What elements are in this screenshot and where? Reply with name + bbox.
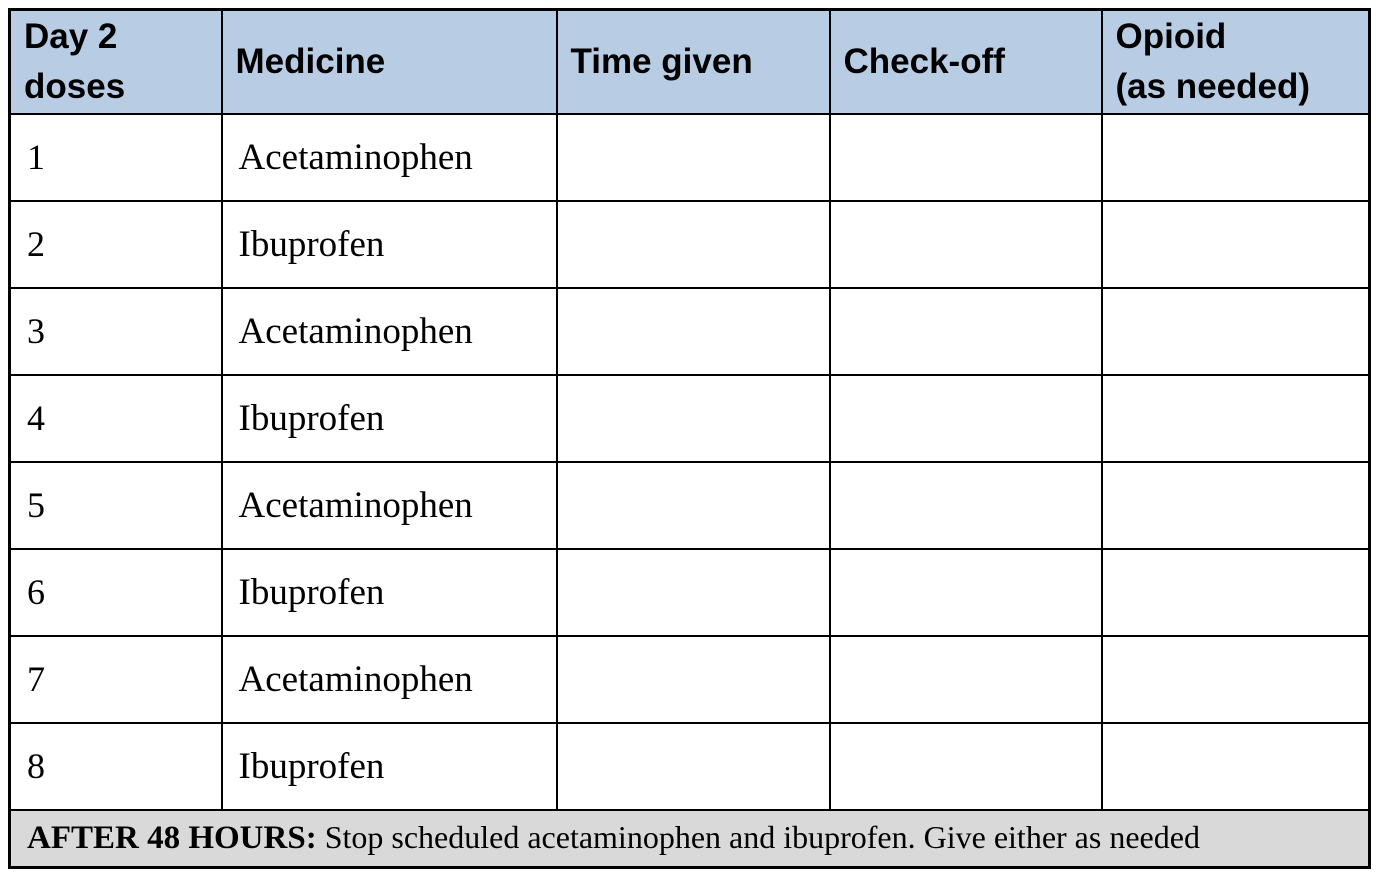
opioid-cell [1100,721,1371,811]
header-medicine: Medicine [220,8,558,115]
medicine-cell: Acetaminophen [220,460,558,550]
dose-number-cell: 2 [8,199,223,289]
check-off-cell [828,199,1103,289]
time-given-cell [555,286,831,376]
check-off-cell [828,547,1103,637]
dose-row: 5 Acetaminophen [8,460,1371,550]
footer-note: AFTER 48 HOURS: Stop scheduled acetamino… [8,808,1371,869]
header-time-given: Time given [555,8,831,115]
header-opioid-as-needed: Opioid (as needed) [1100,8,1371,115]
dose-row: 4 Ibuprofen [8,373,1371,463]
table-body: 1 Acetaminophen 2 Ibuprofen 3 Acetaminop… [8,112,1371,811]
footer-row: AFTER 48 HOURS: Stop scheduled acetamino… [8,808,1371,869]
dose-number-cell: 7 [8,634,223,724]
dose-row: 7 Acetaminophen [8,634,1371,724]
time-given-cell [555,547,831,637]
header-day2-doses: Day 2 doses [8,8,223,115]
opioid-cell [1100,547,1371,637]
dose-number-cell: 3 [8,286,223,376]
check-off-cell [828,634,1103,724]
medicine-cell: Ibuprofen [220,547,558,637]
footer-text: Stop scheduled acetaminophen and ibuprof… [324,819,1200,856]
opioid-cell [1100,112,1371,202]
dose-number-cell: 1 [8,112,223,202]
opioid-cell [1100,373,1371,463]
medicine-cell: Acetaminophen [220,286,558,376]
medicine-cell: Ibuprofen [220,373,558,463]
dose-row: 6 Ibuprofen [8,547,1371,637]
time-given-cell [555,373,831,463]
time-given-cell [555,460,831,550]
medicine-cell: Ibuprofen [220,199,558,289]
check-off-cell [828,286,1103,376]
dose-number-cell: 8 [8,721,223,811]
dose-row: 1 Acetaminophen [8,112,1371,202]
dose-row: 3 Acetaminophen [8,286,1371,376]
dose-row: 2 Ibuprofen [8,199,1371,289]
dose-number-cell: 4 [8,373,223,463]
opioid-cell [1100,286,1371,376]
header-row: Day 2 doses Medicine Time given Check-of… [8,8,1371,115]
medicine-cell: Acetaminophen [220,634,558,724]
footer-bold-label: AFTER 48 HOURS: [27,820,317,857]
time-given-cell [555,634,831,724]
time-given-cell [555,112,831,202]
time-given-cell [555,721,831,811]
check-off-cell [828,721,1103,811]
header-check-off: Check-off [828,8,1103,115]
opioid-cell [1100,460,1371,550]
check-off-cell [828,373,1103,463]
medicine-cell: Ibuprofen [220,721,558,811]
dose-row: 8 Ibuprofen [8,721,1371,811]
medication-schedule-table: Day 2 doses Medicine Time given Check-of… [8,8,1371,869]
dose-number-cell: 5 [8,460,223,550]
opioid-cell [1100,199,1371,289]
dose-number-cell: 6 [8,547,223,637]
check-off-cell [828,460,1103,550]
time-given-cell [555,199,831,289]
opioid-cell [1100,634,1371,724]
check-off-cell [828,112,1103,202]
medicine-cell: Acetaminophen [220,112,558,202]
